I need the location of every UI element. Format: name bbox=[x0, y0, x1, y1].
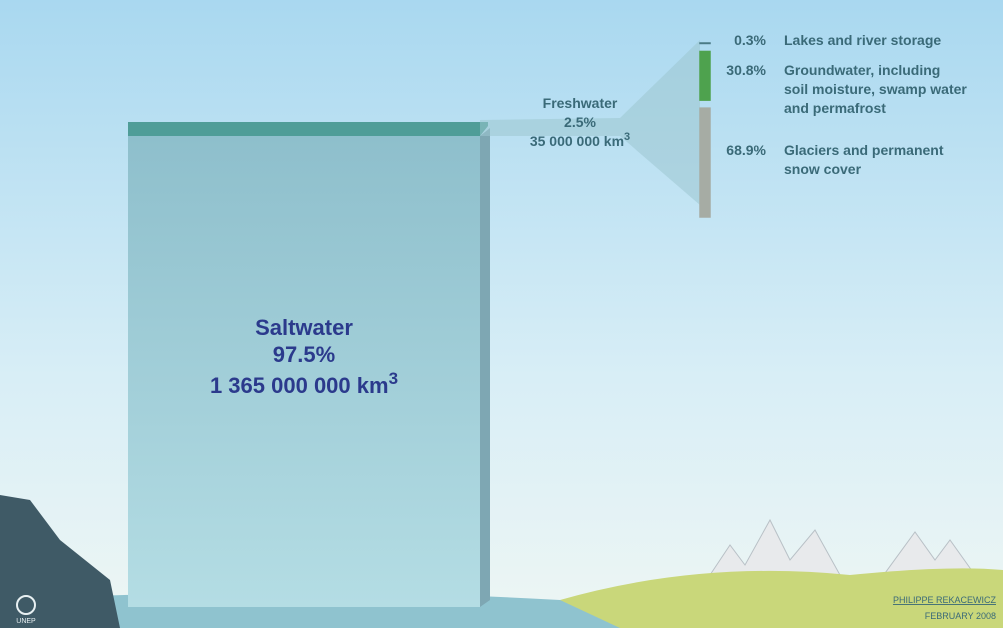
freshwater-breakdown: 0.3% Lakes and river storage 30.8% Groundwa… bbox=[699, 32, 967, 218]
freshwater-percent: 2.5% bbox=[564, 114, 596, 130]
segment-percent: 30.8% bbox=[726, 62, 766, 78]
cliff bbox=[0, 495, 120, 628]
logo-icon bbox=[16, 595, 36, 615]
saltwater-volume: 1 365 000 000 km3 bbox=[210, 369, 398, 398]
freshwater-volume: 35 000 000 km3 bbox=[530, 131, 630, 149]
freshwater-name: Freshwater bbox=[543, 95, 618, 111]
credit-author: PHILIPPE REKACEWICZ bbox=[893, 595, 997, 605]
segment-label: and permafrost bbox=[784, 100, 886, 116]
segment-label: Groundwater, including bbox=[784, 62, 940, 78]
segment-label: soil moisture, swamp water bbox=[784, 81, 967, 97]
saltwater-box bbox=[128, 136, 480, 607]
segment-label: Lakes and river storage bbox=[784, 32, 941, 48]
logo-text: UNEP bbox=[16, 618, 36, 625]
saltwater-percent: 97.5% bbox=[273, 342, 335, 367]
segment-percent: 0.3% bbox=[734, 32, 766, 48]
box-top bbox=[128, 122, 488, 136]
segment-percent: 68.9% bbox=[726, 142, 766, 158]
credit-date: FEBRUARY 2008 bbox=[925, 611, 996, 621]
land bbox=[560, 568, 1003, 628]
saltwater-name: Saltwater bbox=[255, 315, 353, 340]
freshwater-connector bbox=[480, 40, 700, 205]
segment-label: snow cover bbox=[784, 161, 862, 177]
segment-label: Glaciers and permanent bbox=[784, 142, 944, 158]
freshwater-segment bbox=[699, 107, 711, 218]
freshwater-segment bbox=[699, 50, 711, 101]
